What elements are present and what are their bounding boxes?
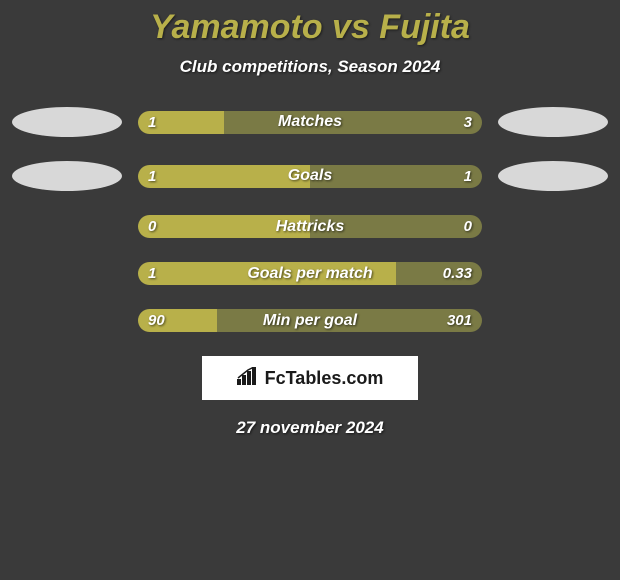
bar-fill-right xyxy=(396,262,482,285)
bar-fill-right xyxy=(310,215,482,238)
player-left-badge xyxy=(12,107,122,137)
stat-bar: 90301Min per goal xyxy=(138,309,482,332)
stats-rows: 13Matches 11Goals 00Hattricks 10.33Goals pe… xyxy=(0,107,620,332)
player-left-badge xyxy=(12,161,122,191)
logo-box: FcTables.com xyxy=(202,356,418,400)
bar-fill-left xyxy=(138,111,224,134)
stat-bar: 00Hattricks xyxy=(138,215,482,238)
stat-bar: 13Matches xyxy=(138,111,482,134)
stat-row: 00Hattricks xyxy=(0,215,620,238)
bar-fill-right xyxy=(217,309,482,332)
stat-row: 90301Min per goal xyxy=(0,309,620,332)
bar-fill-right xyxy=(224,111,482,134)
player-right-badge xyxy=(498,107,608,137)
stat-bar: 11Goals xyxy=(138,165,482,188)
stat-bar: 10.33Goals per match xyxy=(138,262,482,285)
comparison-card: Yamamoto vs Fujita Club competitions, Se… xyxy=(0,0,620,438)
logo-text: FcTables.com xyxy=(265,368,384,389)
card-subtitle: Club competitions, Season 2024 xyxy=(0,57,620,77)
bar-fill-right xyxy=(310,165,482,188)
stat-row: 10.33Goals per match xyxy=(0,262,620,285)
chart-icon xyxy=(237,367,259,390)
bar-fill-left xyxy=(138,262,396,285)
bar-fill-left xyxy=(138,165,310,188)
bar-fill-left xyxy=(138,215,310,238)
stat-row: 11Goals xyxy=(0,161,620,191)
card-title: Yamamoto vs Fujita xyxy=(0,8,620,47)
card-date: 27 november 2024 xyxy=(0,418,620,438)
bar-fill-left xyxy=(138,309,217,332)
stat-row: 13Matches xyxy=(0,107,620,137)
logo: FcTables.com xyxy=(237,367,384,390)
player-right-badge xyxy=(498,161,608,191)
